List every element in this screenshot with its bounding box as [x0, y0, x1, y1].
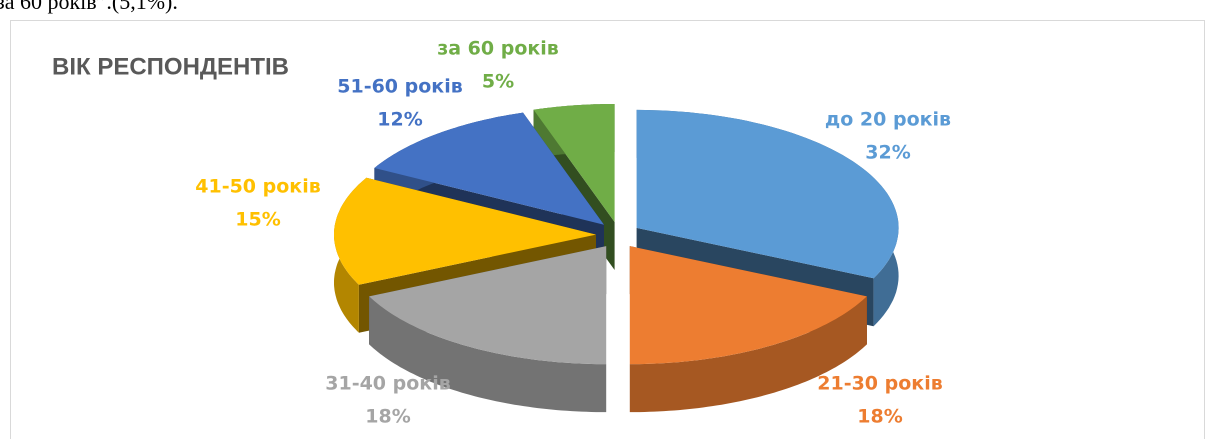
- slice: [334, 177, 596, 285]
- value-label: 12%: [377, 109, 422, 131]
- slice-outer-wall: [629, 296, 867, 413]
- slice: [533, 104, 615, 222]
- slice-label: до 20 років: [825, 109, 951, 131]
- value-label: 5%: [482, 71, 514, 93]
- value-label: 18%: [857, 406, 902, 428]
- value-label: 15%: [235, 209, 280, 231]
- chart-title: ВІК РЕСПОНДЕНТІВ: [52, 53, 289, 80]
- slice-label: 41-50 років: [195, 176, 320, 198]
- slice-label: за 60 років: [437, 38, 559, 60]
- slice: [629, 246, 867, 365]
- slice-label: 51-60 років: [337, 76, 462, 98]
- slice: [374, 112, 604, 225]
- slice-label: 21-30 років: [817, 373, 942, 395]
- slice: [369, 246, 607, 365]
- slice-label: 31-40 років: [325, 373, 450, 395]
- slice-outer-wall: [369, 296, 607, 413]
- slice: [636, 109, 899, 279]
- page-text: за 60 років”.(5,1%).: [0, 0, 178, 14]
- value-label: 32%: [865, 142, 910, 164]
- value-label: 18%: [365, 406, 410, 428]
